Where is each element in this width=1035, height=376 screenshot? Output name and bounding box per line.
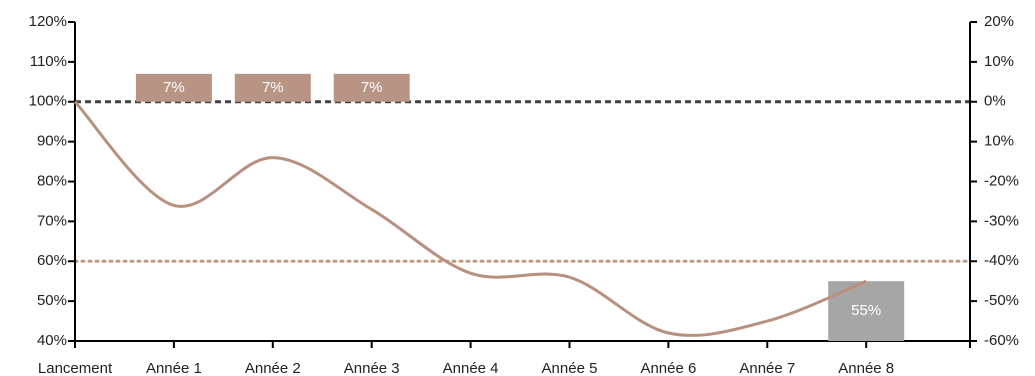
y2-tick-label: 10% bbox=[984, 133, 1014, 150]
bar bbox=[333, 73, 410, 102]
y2-tick-label: -30% bbox=[984, 212, 1019, 229]
bar-label: 55% bbox=[851, 302, 881, 319]
y-tick-label: 110% bbox=[30, 53, 67, 70]
y2-tick-label: -40% bbox=[984, 252, 1019, 269]
x-tick-label: Année 6 bbox=[640, 360, 696, 376]
y2-tick-label: -60% bbox=[984, 332, 1019, 349]
x-tick-label: Année 3 bbox=[344, 360, 400, 376]
x-tick-label: Année 4 bbox=[443, 360, 499, 376]
x-tick-label: Année 2 bbox=[245, 360, 301, 376]
y-tick-label: 70% bbox=[37, 212, 67, 229]
bar-label: 7% bbox=[262, 79, 284, 96]
y2-tick-label: 0% bbox=[984, 93, 1006, 110]
y2-tick-label: -20% bbox=[984, 172, 1019, 189]
y-tick-label: 80% bbox=[37, 172, 67, 189]
x-tick-label: Lancement bbox=[38, 360, 113, 376]
x-tick-label: Année 1 bbox=[146, 360, 202, 376]
y-tick-label: 50% bbox=[37, 292, 67, 309]
bar-label: 7% bbox=[163, 79, 185, 96]
x-tick-label: Année 8 bbox=[838, 360, 894, 376]
y-tick-label: 40% bbox=[37, 332, 67, 349]
bar bbox=[234, 73, 311, 102]
y2-tick-label: 10% bbox=[984, 53, 1014, 70]
y2-tick-label: 20% bbox=[984, 13, 1014, 30]
y-tick-label: 60% bbox=[37, 252, 67, 269]
x-tick-label: Année 5 bbox=[542, 360, 598, 376]
bar bbox=[135, 73, 212, 102]
x-tick-label: Année 7 bbox=[739, 360, 795, 376]
y-tick-label: 100% bbox=[29, 93, 67, 110]
bar-label: 7% bbox=[361, 79, 383, 96]
y2-tick-label: -50% bbox=[984, 292, 1019, 309]
line bbox=[73, 100, 867, 337]
y-tick-label: 120% bbox=[29, 13, 67, 30]
y-tick-label: 90% bbox=[37, 133, 67, 150]
